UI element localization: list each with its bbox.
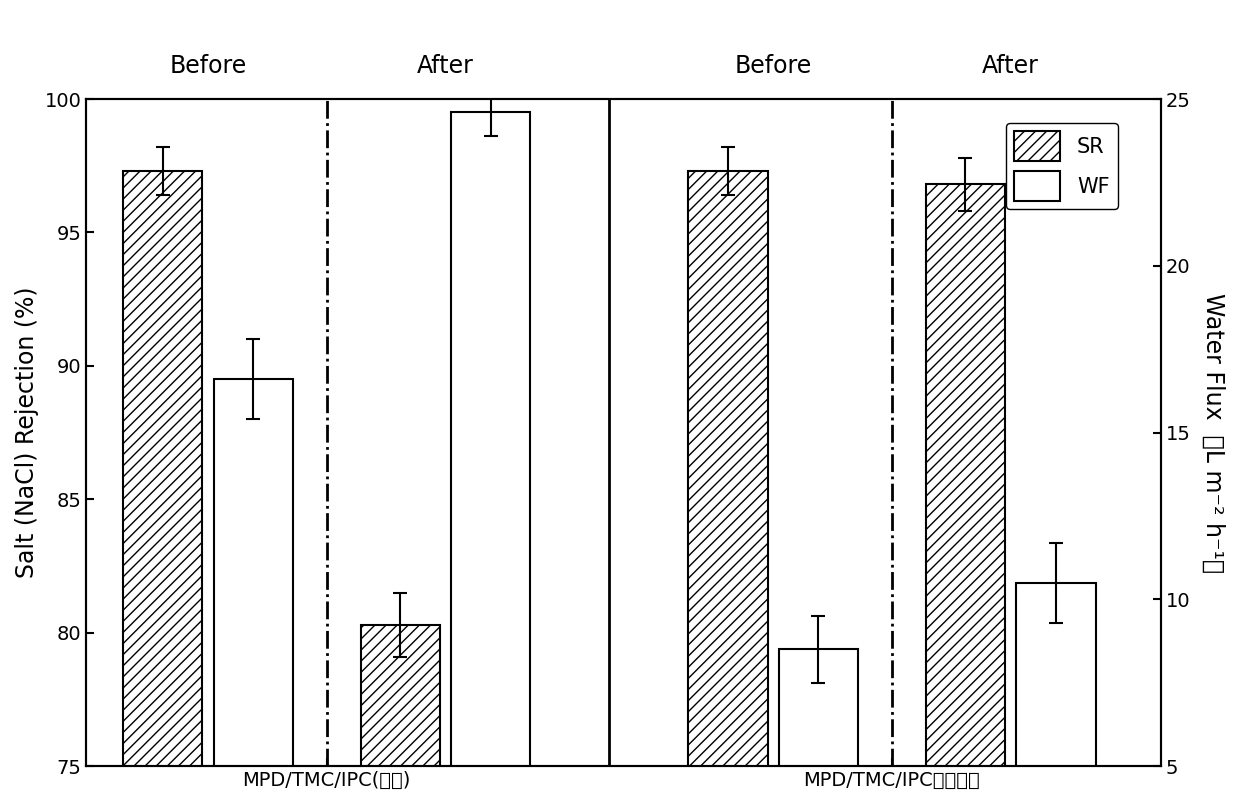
Bar [1017,583,1095,766]
Bar [451,113,531,766]
Bar [926,184,1006,766]
Text: After: After [417,54,474,78]
Text: Before: Before [169,54,247,78]
Bar [779,650,858,766]
Legend: SR, WF: SR, WF [1006,123,1118,208]
Y-axis label: Salt (NaCl) Rejection (%): Salt (NaCl) Rejection (%) [15,287,38,578]
Text: After: After [982,54,1039,78]
Y-axis label: Water Flux  （L m⁻² h⁻¹）: Water Flux （L m⁻² h⁻¹） [1202,292,1225,572]
Bar [361,625,440,766]
Text: Before: Before [734,54,812,78]
Bar [688,171,768,766]
Bar [213,379,293,766]
Bar [123,171,202,766]
